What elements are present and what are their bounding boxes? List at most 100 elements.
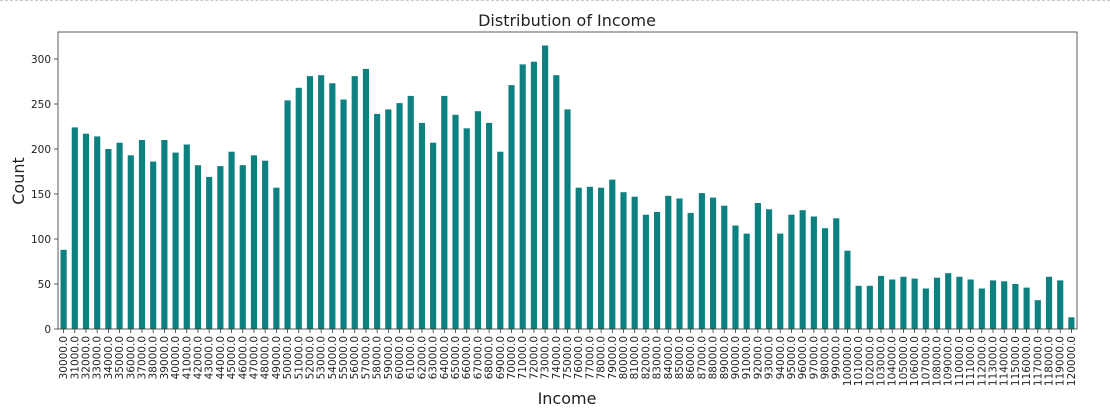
bar xyxy=(329,83,336,329)
x-tick-label: 79000.0 xyxy=(607,336,619,379)
bar xyxy=(956,276,963,329)
x-tick-label: 74000.0 xyxy=(551,336,563,379)
x-tick-label: 110000.0 xyxy=(954,336,966,386)
x-tick-label: 100000.0 xyxy=(842,336,854,386)
bar xyxy=(71,127,78,330)
bar xyxy=(877,275,885,329)
x-tick-label: 116000.0 xyxy=(1021,336,1033,386)
bar xyxy=(900,276,907,329)
y-tick-label: 300 xyxy=(31,54,51,66)
bar xyxy=(273,187,280,329)
bar xyxy=(1034,300,1041,329)
x-tick-label: 34000.0 xyxy=(103,336,115,379)
bar xyxy=(765,209,773,329)
bar xyxy=(306,76,314,329)
bar xyxy=(486,122,493,330)
y-tick-label: 100 xyxy=(31,234,51,246)
y-tick-label: 0 xyxy=(44,324,51,336)
bar xyxy=(676,198,683,329)
y-tick-label: 200 xyxy=(31,144,51,156)
bar xyxy=(844,250,851,329)
x-tick-label: 96000.0 xyxy=(797,336,809,379)
x-tick-label: 93000.0 xyxy=(764,336,776,379)
x-tick-label: 111000.0 xyxy=(965,336,977,386)
bar xyxy=(407,95,414,330)
x-axis-title: Income xyxy=(538,389,597,408)
x-tick-label: 73000.0 xyxy=(540,336,552,379)
x-tick-label: 58000.0 xyxy=(372,336,384,379)
x-tick-label: 90000.0 xyxy=(730,336,742,379)
x-tick-label: 105000.0 xyxy=(898,336,910,386)
x-tick-label: 83000.0 xyxy=(652,336,664,379)
bar xyxy=(60,249,67,329)
x-tick-label: 57000.0 xyxy=(360,336,372,379)
bar xyxy=(385,109,392,330)
x-tick-label: 55000.0 xyxy=(338,336,350,379)
x-tick-label: 115000.0 xyxy=(1010,336,1022,386)
x-tick-label: 107000.0 xyxy=(920,336,932,386)
x-tick-label: 41000.0 xyxy=(181,336,193,379)
x-tick-label: 36000.0 xyxy=(125,336,137,379)
x-tick-label: 81000.0 xyxy=(629,336,641,379)
bar xyxy=(217,166,224,329)
x-tick-label: 40000.0 xyxy=(170,336,182,379)
x-tick-label: 66000.0 xyxy=(461,336,473,379)
bar xyxy=(833,218,840,329)
x-tick-label: 92000.0 xyxy=(752,336,764,379)
bars-group xyxy=(60,45,1075,330)
x-tick-label: 60000.0 xyxy=(394,336,406,379)
bar xyxy=(127,155,134,329)
bar xyxy=(542,45,549,329)
bar xyxy=(1023,287,1030,329)
bar xyxy=(362,68,370,330)
bar xyxy=(598,187,605,329)
bar xyxy=(989,280,997,329)
x-tick-label: 94000.0 xyxy=(775,336,787,379)
x-tick-label: 48000.0 xyxy=(260,336,272,379)
x-tick-label: 54000.0 xyxy=(327,336,339,379)
bar xyxy=(228,151,235,329)
x-tick-label: 88000.0 xyxy=(708,336,720,379)
bar xyxy=(665,195,672,329)
x-tick-label: 35000.0 xyxy=(114,336,126,379)
bar xyxy=(788,214,795,329)
bar xyxy=(821,228,829,329)
x-tick-label: 120000.0 xyxy=(1066,336,1078,386)
x-tick-label: 31000.0 xyxy=(69,336,81,379)
x-tick-label: 87000.0 xyxy=(696,336,708,379)
bar xyxy=(933,277,941,329)
x-tick-label: 52000.0 xyxy=(304,336,316,379)
bar xyxy=(609,179,616,329)
bar xyxy=(94,136,101,329)
bar xyxy=(889,279,896,329)
x-tick-label: 59000.0 xyxy=(383,336,395,379)
x-tick-label: 39000.0 xyxy=(159,336,171,379)
bar xyxy=(754,203,761,329)
x-tick-label: 63000.0 xyxy=(428,336,440,379)
bar xyxy=(553,75,560,329)
x-tick-label: 44000.0 xyxy=(215,336,227,379)
x-tick-label: 112000.0 xyxy=(976,336,988,386)
bar xyxy=(474,111,481,329)
x-tick-label: 46000.0 xyxy=(237,336,249,379)
x-tick-label: 89000.0 xyxy=(719,336,731,379)
bar xyxy=(463,128,470,329)
bar xyxy=(374,113,381,330)
bar xyxy=(150,161,157,329)
bar xyxy=(206,176,213,329)
bar xyxy=(318,75,325,329)
plot-frame xyxy=(57,31,1078,330)
bar xyxy=(642,214,649,329)
x-tick-label: 72000.0 xyxy=(528,336,540,379)
x-tick-label: 106000.0 xyxy=(909,336,921,386)
x-tick-label: 77000.0 xyxy=(584,336,596,379)
bar xyxy=(978,288,985,329)
x-tick-label: 70000.0 xyxy=(506,336,518,379)
x-tick-label: 108000.0 xyxy=(932,336,944,386)
x-tick-label: 38000.0 xyxy=(148,336,160,379)
bar xyxy=(967,279,974,329)
x-tick-label: 47000.0 xyxy=(248,336,260,379)
x-tick-label: 67000.0 xyxy=(472,336,484,379)
bar xyxy=(441,95,448,330)
